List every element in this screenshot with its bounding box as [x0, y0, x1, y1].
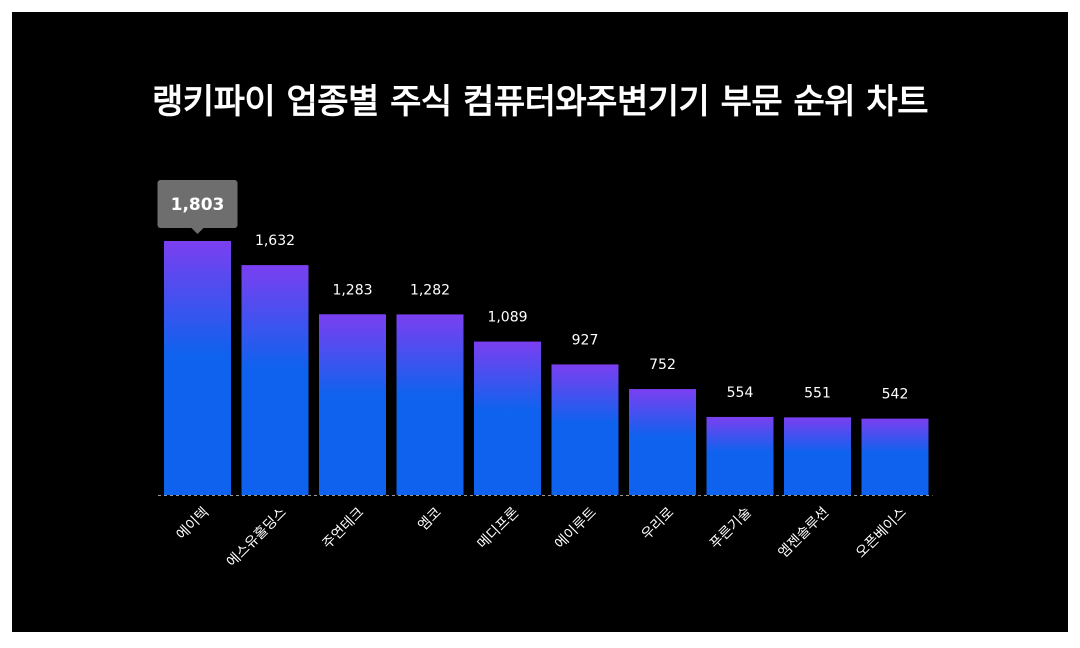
bar-1[interactable]: [164, 241, 231, 495]
value-label-7: 752: [649, 357, 676, 373]
bar-5[interactable]: [474, 341, 541, 495]
chart-frame: 랭키파이 업종별 주식 컴퓨터와주변기기 부문 순위 차트 1,803 에이텍 1,…: [12, 12, 1068, 632]
bars-layer: [164, 241, 929, 495]
bar-chart: 1,803 에이텍 1,632 에스유홀딩스 1,283 주연테크 1,282 엠코 1,089…: [157, 180, 933, 570]
bar-7[interactable]: [629, 389, 696, 495]
bar-9[interactable]: [784, 417, 851, 495]
category-label-10: 오픈베이스: [853, 504, 910, 561]
category-label-5: 메디프론: [475, 504, 523, 552]
value-label-4: 1,282: [410, 282, 450, 298]
category-label-3: 주연테크: [320, 504, 368, 552]
value-label-10: 542: [882, 387, 909, 403]
category-label-2: 에스유홀딩스: [224, 504, 290, 570]
value-label-2: 1,632: [255, 233, 295, 249]
bar-3[interactable]: [319, 314, 386, 495]
tooltip-box: [157, 180, 238, 228]
bar-6[interactable]: [551, 364, 619, 495]
category-label-8: 푸른기술: [707, 504, 755, 552]
category-label-6: 에이루트: [552, 504, 600, 552]
value-label-9: 551: [804, 385, 831, 401]
bar-8[interactable]: [706, 416, 774, 495]
bar-2[interactable]: [241, 265, 309, 495]
value-label-5: 1,089: [487, 310, 527, 326]
bar-4[interactable]: [396, 314, 464, 495]
category-label-4: 엠코: [415, 504, 445, 534]
value-label-6: 927: [572, 332, 599, 348]
value-label-8: 554: [727, 385, 754, 401]
value-tooltip: 1,803: [157, 180, 238, 234]
value-label-3: 1,283: [332, 282, 372, 298]
tooltip-pointer: [191, 228, 204, 234]
value-label-1: 1,803: [171, 195, 225, 215]
chart-title: 랭키파이 업종별 주식 컴퓨터와주변기기 부문 순위 차트: [152, 82, 928, 122]
category-label-7: 우리로: [639, 504, 678, 543]
category-label-1: 에이텍: [174, 505, 213, 544]
bar-10[interactable]: [861, 418, 929, 495]
category-label-9: 엠젠솔루션: [775, 505, 832, 562]
